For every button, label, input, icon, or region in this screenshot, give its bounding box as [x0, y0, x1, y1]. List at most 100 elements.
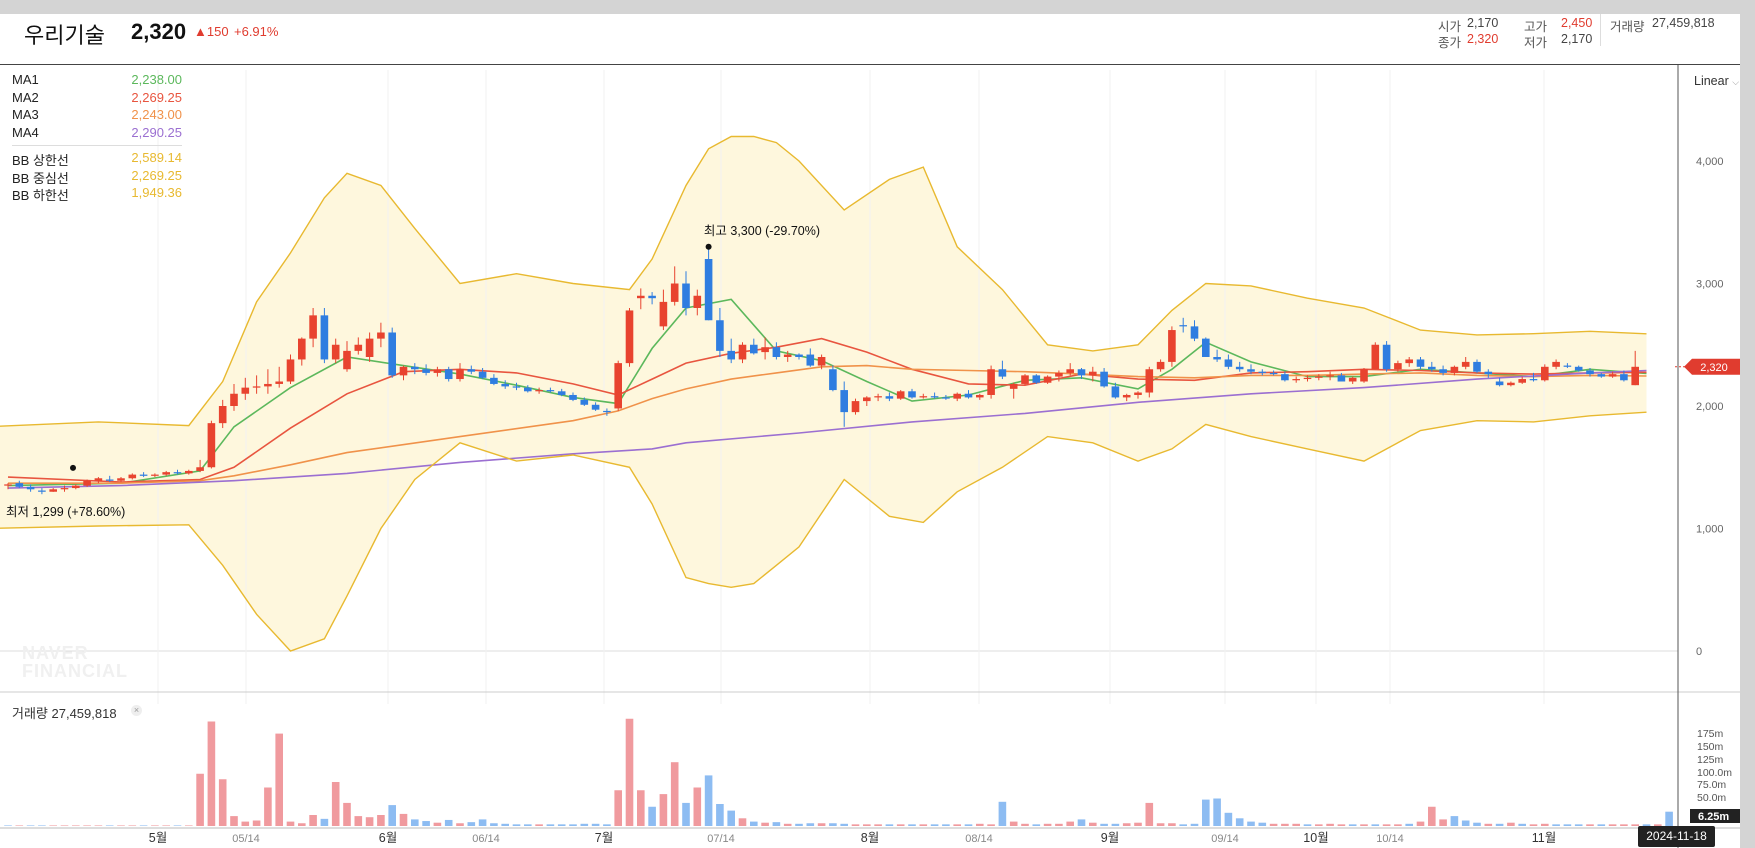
candle-body — [637, 295, 645, 299]
chart-area[interactable]: 최고 3,300 (-29.70%) 최저 1,299 (+78.60%) 0 1,… — [0, 14, 1740, 848]
price-change: ▲150 — [194, 24, 229, 39]
volume-bar — [105, 825, 114, 826]
volume-bar — [603, 824, 611, 826]
volume-bar — [1495, 823, 1504, 826]
candle-body — [885, 396, 894, 399]
volume-bar — [942, 824, 950, 826]
scale-mode-select[interactable]: Linear ⌵ — [1694, 74, 1739, 88]
price-tick-label: 4,000 — [1696, 156, 1724, 168]
candle-body — [1258, 371, 1267, 373]
volume-bar — [659, 794, 668, 826]
volume-bar — [1439, 819, 1447, 826]
candle-body — [1529, 379, 1538, 381]
candle-body — [1303, 377, 1312, 380]
volume-bar — [38, 825, 46, 826]
volume-bar — [173, 825, 182, 826]
volume-bar — [727, 810, 735, 826]
candle-body — [422, 369, 430, 373]
volume-bar — [976, 823, 984, 826]
volume-bar — [286, 821, 295, 826]
candle-body — [659, 301, 668, 327]
candle-body — [557, 391, 566, 395]
candle-body — [1326, 375, 1334, 377]
volume-bar — [26, 825, 35, 826]
candle-body — [1608, 374, 1617, 377]
candle-body — [953, 393, 961, 399]
volume-bar — [1089, 822, 1097, 826]
candle-body — [1066, 369, 1074, 373]
candle-body — [105, 479, 114, 481]
watermark-line-2: FINANCIAL — [22, 661, 128, 681]
candle-body — [162, 472, 170, 475]
volume-bar — [1021, 823, 1029, 826]
volume-bar — [682, 802, 690, 826]
candle-body — [83, 480, 91, 486]
legend-row-bb-상한선: BB 상한선 2,589.14 — [12, 150, 182, 168]
volume-bar — [196, 773, 204, 826]
volume-bar — [1631, 824, 1639, 826]
volume-bar — [761, 822, 769, 826]
candle-body — [377, 332, 385, 339]
volume-tick-label: 100.0m — [1697, 767, 1732, 779]
volume-bar — [1382, 824, 1391, 826]
candle-body — [4, 484, 12, 486]
volume-bar — [1461, 820, 1470, 826]
volume-bar — [309, 815, 317, 826]
candle-body — [1043, 376, 1052, 383]
volume-bar — [716, 804, 724, 826]
volume-bar — [919, 824, 928, 826]
candle-body — [286, 359, 295, 382]
price-change-percent: +6.91% — [234, 24, 279, 39]
legend-row-ma3: MA3 2,243.00 — [12, 107, 182, 125]
bollinger-band-fill — [0, 136, 1647, 651]
volume-bar — [1620, 824, 1628, 826]
close-label: 종가 — [1438, 36, 1462, 50]
close-value: 2,320 — [1467, 32, 1499, 46]
volume-bar — [1122, 823, 1131, 826]
chevron-down-icon: ⌵ — [1732, 77, 1740, 87]
close-icon[interactable]: × — [131, 705, 142, 716]
x-tick-label: 7월 — [595, 831, 613, 845]
volume-bar — [614, 790, 622, 826]
candle-body — [1495, 381, 1504, 386]
series-line-ma4 — [7, 369, 1647, 489]
legend-value: 2,589.14 — [131, 150, 182, 165]
candle-body — [1348, 377, 1357, 382]
volume-bar — [1574, 824, 1583, 826]
volume-bar — [874, 824, 882, 826]
candle-body — [309, 315, 317, 339]
volume-bar — [964, 824, 973, 826]
candle-body — [863, 397, 871, 402]
volume-bar — [117, 825, 125, 826]
volume-bar — [331, 782, 340, 826]
volume-bar — [648, 806, 656, 826]
legend-name: BB 상한선 — [12, 153, 69, 168]
volume-value: 27,459,818 — [1652, 16, 1715, 30]
candle-body — [1563, 365, 1572, 367]
candle-body — [1450, 366, 1459, 373]
volume-bar — [1269, 823, 1278, 826]
legend-value: 2,269.25 — [131, 89, 182, 105]
candle-body — [26, 486, 35, 490]
volume-bar — [83, 825, 91, 826]
candle-body — [670, 283, 679, 302]
volume-bar — [557, 824, 566, 826]
candle-body — [1484, 371, 1493, 375]
current-price-tag: 2,320 — [1700, 362, 1728, 374]
volume-bar — [1642, 824, 1651, 826]
candle-body — [1202, 338, 1210, 357]
candle-body — [1574, 366, 1583, 371]
legend-row-bb-중심선: BB 중심선 2,269.25 — [12, 168, 182, 186]
candle-body — [795, 354, 803, 357]
volume-bar — [1484, 823, 1493, 826]
high-value: 2,450 — [1561, 16, 1593, 30]
candle-body — [467, 369, 476, 372]
legend-value: 2,269.25 — [131, 167, 182, 183]
volume-bar — [94, 825, 103, 826]
candle-body — [1190, 326, 1199, 339]
volume-bar — [1156, 823, 1165, 826]
volume-bar — [1168, 823, 1176, 826]
volume-bar — [524, 824, 532, 826]
volume-bar — [591, 823, 600, 826]
high-label: 고가 — [1524, 20, 1548, 34]
